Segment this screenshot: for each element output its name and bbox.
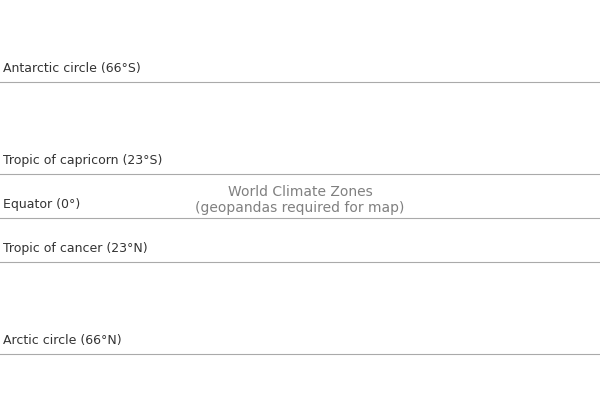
Text: Arctic circle (66°N): Arctic circle (66°N) [3,334,122,347]
Text: World Climate Zones
(geopandas required for map): World Climate Zones (geopandas required … [196,185,404,215]
Text: Antarctic circle (66°S): Antarctic circle (66°S) [3,62,141,75]
Text: Equator (0°): Equator (0°) [3,198,80,211]
Text: Tropic of cancer (23°N): Tropic of cancer (23°N) [3,242,148,255]
Text: Tropic of capricorn (23°S): Tropic of capricorn (23°S) [3,154,163,167]
